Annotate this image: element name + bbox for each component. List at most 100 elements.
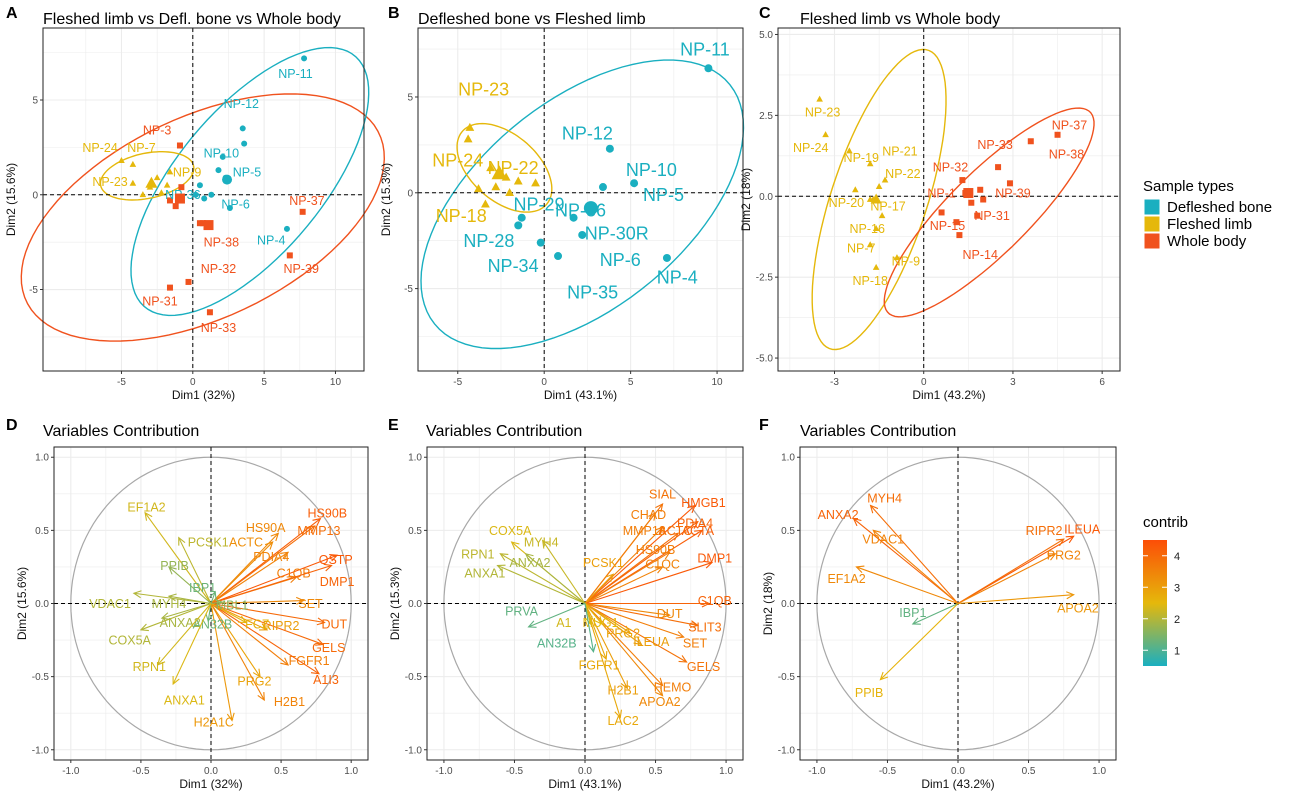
panel-d-arrowhead (252, 668, 261, 678)
panel-e-variable-label: MUG1 (582, 616, 618, 630)
panel-e-arrowhead (605, 573, 615, 583)
panel-a-point-label: NP-12 (224, 97, 259, 111)
panel-d-variable-label: ACTC (229, 536, 263, 550)
panel-d-arrowhead (238, 615, 248, 624)
panel-b-point (486, 163, 496, 172)
panel-f-arrowhead (872, 529, 882, 538)
panel-e-variable-label: PRG2 (606, 626, 640, 640)
panel-letter-b: B (388, 5, 400, 22)
panel-letter-c: C (759, 5, 771, 22)
panel-d-arrow (210, 603, 320, 675)
panel-d-variable-label: FCZ (245, 617, 270, 631)
panel-d-arrow (210, 603, 265, 701)
panel-d-arrow (210, 591, 216, 604)
panel-b-x-tick-label: 0 (541, 377, 547, 388)
panel-e-arrow (525, 553, 586, 604)
panel-b-title: Defleshed bone vs Fleshed limb (418, 11, 646, 28)
panel-d-variable-label: EF1A2 (127, 500, 165, 514)
panel-f-arrowhead (879, 671, 889, 681)
panel-d-arrow (210, 551, 289, 604)
panel-b-y-axis-label: Dim2 (15.3%) (379, 163, 393, 236)
panel-a-centroid (145, 176, 158, 188)
panel-a-point-label: NP-4 (257, 234, 286, 248)
panel-e-variable-label: HS90B (636, 543, 676, 557)
panel-b-x-tick-label: 10 (712, 377, 724, 388)
panel-a-point (286, 252, 293, 259)
panel-c-point-label: NP-39 (995, 186, 1030, 200)
panel-b-point (554, 252, 563, 261)
panel-d-arrowhead (323, 563, 333, 572)
panel-e-arrowhead (675, 631, 685, 639)
panel-a-x-tick-label: 10 (330, 377, 342, 388)
panel-f-x-tick-label: 0.0 (951, 766, 965, 777)
legend-swatch-whole (1144, 233, 1160, 249)
panel-a-ellipse (130, 46, 370, 317)
panel-c-point (893, 254, 901, 261)
panel-d-arrow (210, 554, 338, 605)
panel-e-arrow (584, 603, 607, 660)
panel-d-arrowhead (172, 675, 180, 686)
panel-d-variable-label: SET (298, 597, 323, 611)
panel-b-point-label: NP-29 (513, 195, 564, 215)
panel-c-point-label: NP-9 (892, 254, 921, 268)
panel-a-marker (158, 189, 165, 196)
panel-e-arrow (584, 602, 698, 626)
panel-d-variable-label: RIPR2 (263, 619, 300, 633)
panel-a-border (42, 27, 365, 372)
panel-d-variable-label: MBL1 (216, 598, 249, 612)
panel-d-arrow (210, 541, 274, 604)
panel-e-arrowhead (633, 637, 643, 646)
panel-d-arrow (210, 600, 304, 605)
panel-e-variable-label: C1QC (645, 558, 680, 572)
panel-c-point-label: NP-19 (844, 151, 879, 165)
panel-e-y-axis-label: Dim2 (15.3%) (388, 567, 402, 640)
panel-a-centroid (203, 220, 214, 231)
legend-label-fleshed: Fleshed limb (1167, 216, 1252, 233)
panel-e-arrowhead (701, 599, 711, 608)
panel-a-point-label: NP-7 (127, 141, 156, 155)
panel-b-marker (491, 182, 501, 191)
panel-e-title: Variables Contribution (426, 423, 582, 440)
panel-a-point-label: NP-24 (82, 141, 117, 155)
panel-d-arrowhead (209, 590, 217, 600)
panel-d-y-tick-label: 0.0 (35, 599, 49, 610)
panel-e-arrowhead (527, 620, 537, 628)
panel-f-arrow (856, 566, 959, 605)
panel-b-point (662, 253, 671, 262)
legend-contrib-tick-label: 2 (1174, 614, 1180, 626)
panel-c-point (995, 164, 1002, 171)
panel-b-point-label: NP-6 (600, 250, 641, 270)
legend-contrib: contrib 1 2 3 4 (1143, 514, 1188, 666)
panel-e-variable-label: CHAD (631, 508, 666, 522)
panel-b-marker (513, 176, 523, 185)
panel-e-variable-label: PCSK1 (583, 556, 624, 570)
panel-e-arrowhead (678, 655, 688, 663)
panel-c-y-tick-label: -5.0 (756, 354, 774, 365)
panel-e-variable-label: ANXA1 (464, 566, 505, 580)
panel-c-marker (875, 182, 883, 189)
panel-b-centroid (583, 201, 598, 216)
panel-e-variable-label: DUT (657, 607, 683, 621)
panel-a-x-tick-label: 0 (190, 377, 196, 388)
panel-f-variable-label: VDAC1 (862, 533, 904, 547)
panel-d-arrow (210, 603, 233, 721)
panel-letter-d: D (6, 417, 18, 434)
panel-b-centroid (491, 165, 507, 180)
panel-b-point-label: NP-4 (657, 267, 698, 287)
panel-a-marker (196, 182, 203, 189)
panel-a-y-tick-label: -5 (29, 285, 38, 296)
panel-e-x-tick-label: -0.5 (506, 766, 524, 777)
panel-d-arrowhead (167, 566, 177, 575)
panel-c-point-label: NP-21 (882, 144, 917, 158)
panel-f-arrow (957, 594, 1074, 605)
panel-b: B Defleshed bone vs Fleshed limb -5 0 5 10 -… (379, 5, 745, 402)
panel-c-marker (878, 212, 886, 219)
panel-c-x-tick-label: 6 (1099, 377, 1105, 388)
panel-e-arrow (584, 603, 631, 634)
panel-d-arrowhead (178, 536, 186, 546)
panel-e-arrowhead (588, 643, 597, 654)
panel-d-variable-label: A1I3 (313, 673, 339, 687)
panel-d-arrow (157, 603, 212, 666)
panel-e-arrow (500, 553, 586, 604)
panel-e-variable-label: ACTC (658, 524, 692, 538)
